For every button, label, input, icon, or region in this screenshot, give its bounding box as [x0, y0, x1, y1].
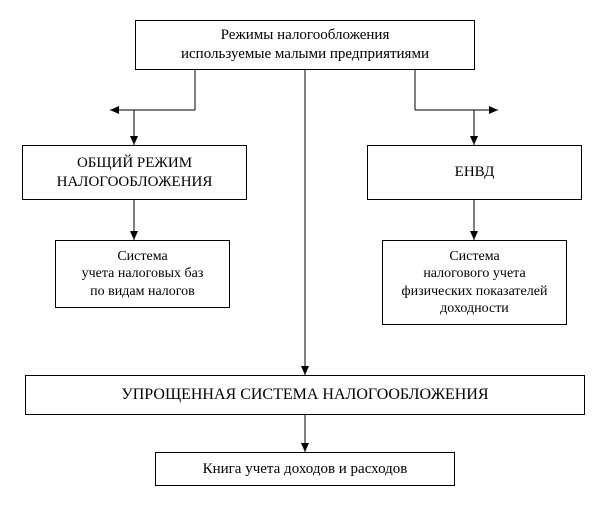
node-right-system: Системаналогового учетафизических показа… [382, 240, 567, 325]
node-left-regime: ОБЩИЙ РЕЖИМНАЛОГООБЛОЖЕНИЯ [22, 145, 247, 200]
node-book: Книга учета доходов и расходов [155, 452, 455, 486]
node-usn: УПРОЩЕННАЯ СИСТЕМА НАЛОГООБЛОЖЕНИЯ [25, 375, 585, 415]
node-right-regime: ЕНВД [367, 145, 582, 200]
node-left-system: Системаучета налоговых базпо видам налог… [55, 240, 230, 308]
node-top: Режимы налогообложенияиспользуемые малым… [135, 20, 475, 70]
